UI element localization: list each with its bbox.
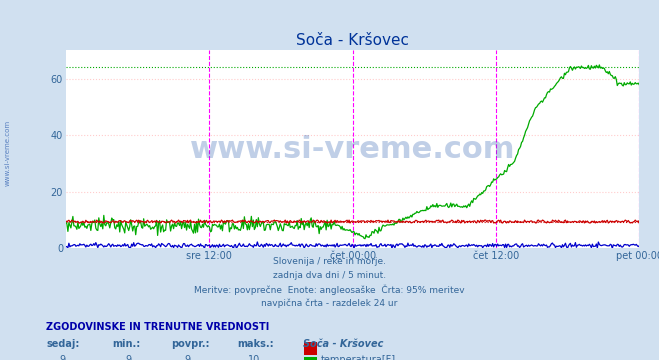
Text: zadnja dva dni / 5 minut.: zadnja dva dni / 5 minut.	[273, 271, 386, 280]
Text: navpična črta - razdelek 24 ur: navpična črta - razdelek 24 ur	[262, 298, 397, 308]
Text: Slovenija / reke in morje.: Slovenija / reke in morje.	[273, 257, 386, 266]
Text: 10: 10	[248, 355, 260, 360]
Text: www.si-vreme.com: www.si-vreme.com	[190, 135, 515, 164]
Text: ZGODOVINSKE IN TRENUTNE VREDNOSTI: ZGODOVINSKE IN TRENUTNE VREDNOSTI	[46, 322, 270, 332]
Text: temperatura[F]: temperatura[F]	[321, 355, 396, 360]
Text: sedaj:: sedaj:	[46, 339, 80, 350]
Text: 9: 9	[59, 355, 66, 360]
Text: www.si-vreme.com: www.si-vreme.com	[5, 120, 11, 186]
Text: Soča - Kršovec: Soča - Kršovec	[303, 339, 384, 350]
Text: povpr.:: povpr.:	[171, 339, 210, 350]
Text: maks.:: maks.:	[237, 339, 274, 350]
Text: Meritve: povprečne  Enote: angleosaške  Črta: 95% meritev: Meritve: povprečne Enote: angleosaške Čr…	[194, 285, 465, 295]
Text: 9: 9	[125, 355, 132, 360]
Text: 9: 9	[185, 355, 191, 360]
Text: min.:: min.:	[112, 339, 140, 350]
Title: Soča - Kršovec: Soča - Kršovec	[296, 33, 409, 48]
